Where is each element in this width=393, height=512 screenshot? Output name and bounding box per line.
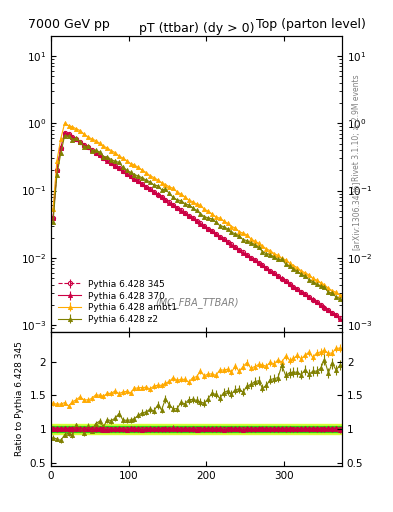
Text: Rivet 3.1.10; ≥ 2.9M events: Rivet 3.1.10; ≥ 2.9M events	[352, 75, 361, 181]
Legend: Pythia 6.428 345, Pythia 6.428 370, Pythia 6.428 ambt1, Pythia 6.428 z2: Pythia 6.428 345, Pythia 6.428 370, Pyth…	[55, 277, 180, 327]
Y-axis label: Ratio to Pythia 6.428 345: Ratio to Pythia 6.428 345	[15, 342, 24, 456]
Title: pT (ttbar) (dy > 0): pT (ttbar) (dy > 0)	[139, 22, 254, 35]
Text: [arXiv:1306.3436]: [arXiv:1306.3436]	[352, 180, 361, 250]
Text: 7000 GeV pp: 7000 GeV pp	[28, 18, 109, 31]
Bar	[51, 426, 342, 432]
Text: (MC_FBA_TTBAR): (MC_FBA_TTBAR)	[155, 297, 238, 308]
Text: Top (parton level): Top (parton level)	[255, 18, 365, 31]
Bar	[51, 423, 342, 434]
